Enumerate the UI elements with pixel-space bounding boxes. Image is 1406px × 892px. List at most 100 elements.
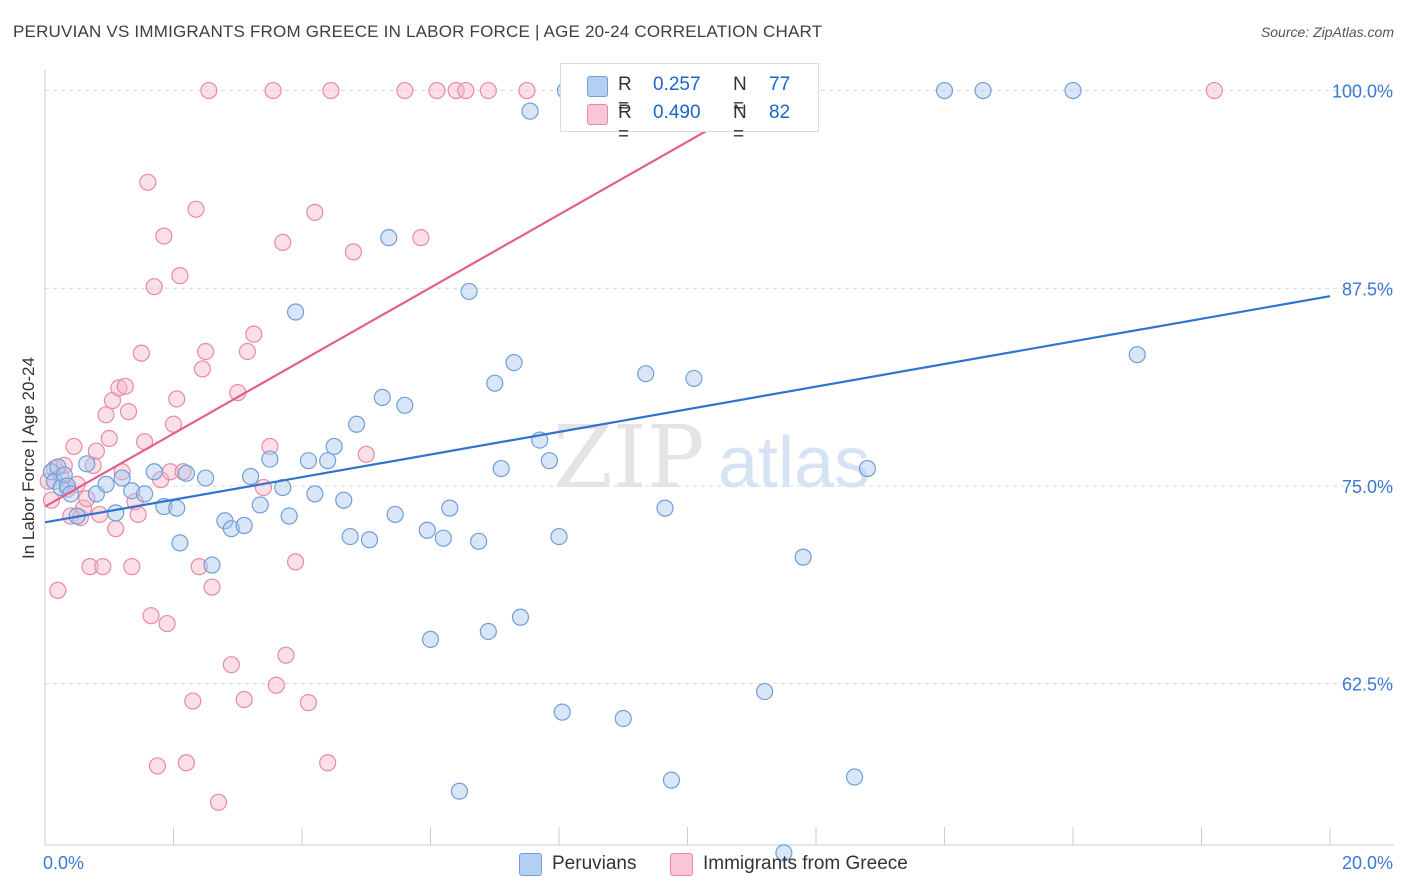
peruvian-point xyxy=(261,450,279,468)
greece-point xyxy=(277,646,295,664)
greece-point xyxy=(100,429,118,448)
peruvian-point xyxy=(335,491,353,509)
greece-point xyxy=(322,81,340,100)
peruvian-point xyxy=(492,459,510,478)
peruvian-point xyxy=(97,475,115,493)
peruvian-point xyxy=(55,466,73,484)
peruvian-point xyxy=(299,452,318,470)
peruvian-point xyxy=(380,229,398,247)
peruvian-point xyxy=(197,469,215,487)
greece-point xyxy=(209,793,228,811)
greece-swatch xyxy=(670,853,693,876)
peruvian-point xyxy=(1128,346,1146,364)
peruvian-point xyxy=(171,534,189,552)
n-label: N = xyxy=(733,102,747,145)
x-tick-labels: 0.0% 20.0% xyxy=(43,853,1393,873)
greece-point xyxy=(142,607,160,625)
watermark-atlas: atlas xyxy=(718,423,870,503)
watermark-zip: ZIP xyxy=(553,408,705,508)
peruvian-point xyxy=(203,556,221,574)
greece-point xyxy=(116,377,134,395)
peruvian-point xyxy=(52,478,70,497)
y-axis-label: In Labor Force | Age 20-24 xyxy=(19,357,38,559)
peruvian-point xyxy=(306,485,324,503)
greece-point xyxy=(94,558,112,576)
greece-point xyxy=(171,267,189,285)
greece-point xyxy=(261,437,279,456)
greece-point xyxy=(119,403,138,421)
greece-point xyxy=(49,581,67,599)
greece-point xyxy=(457,81,475,100)
peruvian-point xyxy=(434,529,452,547)
peruvian-point xyxy=(505,354,523,372)
greece-trend-line xyxy=(44,89,778,508)
peruvian-point xyxy=(553,703,571,721)
peruvians-swatch xyxy=(587,76,608,97)
greece-point xyxy=(81,558,99,576)
greece-point xyxy=(84,456,102,475)
peruvian-point xyxy=(486,374,504,392)
peruvian-point xyxy=(479,622,497,641)
peruvians-label: Peruvians xyxy=(552,853,637,874)
greece-point xyxy=(518,81,536,100)
peruvian-point xyxy=(845,768,864,786)
peruvian-point xyxy=(222,520,240,538)
peruvian-point xyxy=(177,464,195,482)
greece-label: Immigrants from Greece xyxy=(703,853,908,874)
correlation-legend: R = 0.257 N = 77 R = 0.490 N = 82 xyxy=(560,63,819,145)
greece-point xyxy=(200,81,218,100)
greece-point xyxy=(264,81,282,100)
peruvian-point xyxy=(974,81,992,100)
greece-point xyxy=(299,694,318,712)
peruvian-point xyxy=(78,455,96,473)
trend-lines xyxy=(44,89,1331,524)
peruvian-point xyxy=(418,521,436,539)
peruvian-point xyxy=(460,282,478,301)
r-value: 0.257 xyxy=(653,74,701,95)
peruvian-point xyxy=(421,630,440,648)
peruvian-point xyxy=(550,527,568,546)
peruvian-point xyxy=(168,499,186,517)
greece-point xyxy=(123,558,141,576)
y-tick-label: 87.5% xyxy=(1342,279,1393,299)
x-tick-label: 0.0% xyxy=(43,853,84,873)
peruvian-point xyxy=(373,388,391,406)
r-label: R = xyxy=(618,74,632,117)
greece-point xyxy=(164,415,183,433)
peruvian-point xyxy=(360,531,379,549)
peruvian-point xyxy=(511,608,530,626)
greece-point xyxy=(110,379,128,397)
peruvian-point xyxy=(662,771,681,789)
peruvian-point xyxy=(107,504,125,522)
gridlines xyxy=(45,90,1394,685)
y-tick-label: 100.0% xyxy=(1332,82,1393,102)
greece-point xyxy=(184,692,202,710)
peruvian-point xyxy=(123,482,141,500)
peruvian-point xyxy=(242,467,260,486)
peruvian-point xyxy=(470,532,488,550)
greece-point xyxy=(222,656,240,674)
watermark: ZIP atlas xyxy=(553,408,870,508)
peruvian-point xyxy=(396,396,414,414)
greece-point xyxy=(344,243,362,261)
peruvian-point xyxy=(441,499,459,517)
greece-point xyxy=(267,676,285,694)
chart-title: PERUVIAN VS IMMIGRANTS FROM GREECE IN LA… xyxy=(13,22,823,41)
greece-point xyxy=(412,229,430,247)
greece-point xyxy=(155,227,173,245)
greece-point xyxy=(319,754,337,772)
greece-point xyxy=(193,360,212,378)
n-label: N = xyxy=(733,74,747,117)
greece-point xyxy=(158,614,176,633)
peruvian-point xyxy=(145,463,163,481)
greece-point xyxy=(107,520,125,538)
greece-point xyxy=(479,81,497,100)
peruvian-point xyxy=(685,369,703,388)
greece-point xyxy=(132,344,150,362)
y-tick-label: 75.0% xyxy=(1342,477,1393,497)
peruvian-point xyxy=(637,365,655,383)
peruvian-point xyxy=(235,516,253,535)
greece-point xyxy=(428,81,446,100)
peruvian-point xyxy=(1064,81,1082,100)
greece-point xyxy=(274,233,292,251)
